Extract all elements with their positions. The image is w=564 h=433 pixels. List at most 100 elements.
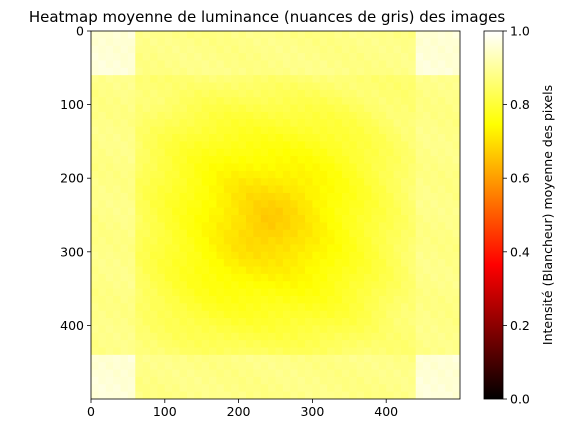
heatmap-cell (201, 82, 210, 91)
heatmap-cell (364, 244, 373, 253)
heatmap-cell (120, 259, 129, 268)
heatmap-cell (452, 251, 460, 260)
heatmap-cell (452, 222, 460, 231)
heatmap-cell (223, 163, 232, 172)
heatmap-cell (98, 89, 107, 98)
heatmap-cell (290, 45, 299, 54)
heatmap-cell (423, 60, 432, 69)
heatmap-cell (408, 391, 417, 399)
heatmap-cell (408, 318, 417, 326)
heatmap-cell (423, 148, 432, 157)
heatmap-cell (194, 126, 203, 135)
heatmap-cell (400, 45, 409, 54)
heatmap-cell (179, 332, 188, 341)
heatmap-cell (186, 237, 195, 246)
heatmap-cell (290, 156, 299, 165)
heatmap-cell (260, 288, 269, 297)
heatmap-cell (91, 119, 99, 128)
heatmap-cell (201, 273, 210, 282)
heatmap-cell (341, 111, 350, 120)
heatmap-cell (319, 170, 328, 179)
heatmap-cell (305, 170, 313, 179)
heatmap-cell (349, 318, 358, 326)
heatmap-cell (319, 251, 328, 260)
heatmap-cell (135, 215, 144, 223)
heatmap-cell (437, 126, 446, 135)
heatmap-cell (319, 178, 328, 187)
heatmap-cell (319, 126, 328, 135)
heatmap-cell (216, 148, 225, 157)
heatmap-cell (393, 237, 402, 246)
heatmap-cell (386, 251, 395, 260)
heatmap-cell (445, 376, 454, 385)
heatmap-cell (150, 325, 159, 334)
heatmap-cell (445, 259, 454, 268)
heatmap-cell (268, 384, 277, 393)
heatmap-cell (452, 207, 460, 216)
heatmap-cell (150, 89, 159, 98)
heatmap-cell (371, 362, 380, 371)
heatmap-cell (105, 134, 114, 142)
heatmap-cell (445, 119, 454, 128)
heatmap-cell (341, 38, 350, 47)
heatmap-cell (105, 60, 114, 69)
heatmap-cell (386, 303, 395, 312)
heatmap-cell (135, 60, 144, 69)
heatmap-cell (231, 215, 240, 223)
heatmap-cell (445, 391, 454, 399)
heatmap-cell (290, 354, 299, 363)
heatmap-cell (268, 111, 277, 120)
heatmap-cell (231, 347, 240, 356)
heatmap-cell (201, 295, 210, 304)
colorbar-tick-label: 1.0 (510, 24, 530, 39)
heatmap-cell (216, 60, 225, 69)
heatmap-cell (253, 53, 262, 62)
heatmap-cell (327, 192, 336, 201)
heatmap-cell (378, 104, 387, 113)
heatmap-cell (378, 111, 387, 120)
heatmap-cell (223, 362, 232, 371)
heatmap-cell (452, 310, 460, 319)
heatmap-cell (105, 82, 114, 91)
heatmap-cell (437, 60, 446, 69)
heatmap-cell (164, 141, 173, 150)
heatmap-cell (150, 97, 159, 106)
heatmap-cell (172, 148, 181, 157)
heatmap-cell (157, 259, 166, 268)
heatmap-cell (91, 347, 99, 356)
heatmap-cell (231, 119, 240, 128)
heatmap-cell (312, 192, 321, 201)
heatmap-cell (305, 340, 313, 349)
heatmap-cell (437, 369, 446, 378)
heatmap-cell (386, 340, 395, 349)
heatmap-cell (282, 111, 291, 120)
heatmap-cell (98, 376, 107, 385)
heatmap-cell (297, 148, 306, 157)
heatmap-cell (157, 134, 166, 142)
heatmap-cell (312, 111, 321, 120)
heatmap-cell (172, 163, 181, 172)
heatmap-cell (423, 170, 432, 179)
heatmap-cell (423, 82, 432, 91)
heatmap-cell (452, 31, 460, 39)
heatmap-cell (393, 384, 402, 393)
heatmap-cell (386, 89, 395, 98)
heatmap-cell (319, 332, 328, 341)
heatmap-cell (334, 288, 343, 297)
heatmap-cell (201, 362, 210, 371)
heatmap-cell (253, 104, 262, 113)
heatmap-cell (253, 207, 262, 216)
heatmap-cell (150, 126, 159, 135)
heatmap-cell (415, 141, 424, 150)
heatmap-cell (260, 362, 269, 371)
heatmap-cell (430, 303, 439, 312)
heatmap-cell (408, 266, 417, 275)
heatmap-cell (334, 82, 343, 91)
heatmap-cell (150, 192, 159, 201)
heatmap-cell (164, 134, 173, 142)
heatmap-cell (349, 67, 358, 76)
heatmap-cell (231, 303, 240, 312)
heatmap-cell (371, 111, 380, 120)
heatmap-cell (253, 295, 262, 304)
heatmap-cell (437, 273, 446, 282)
